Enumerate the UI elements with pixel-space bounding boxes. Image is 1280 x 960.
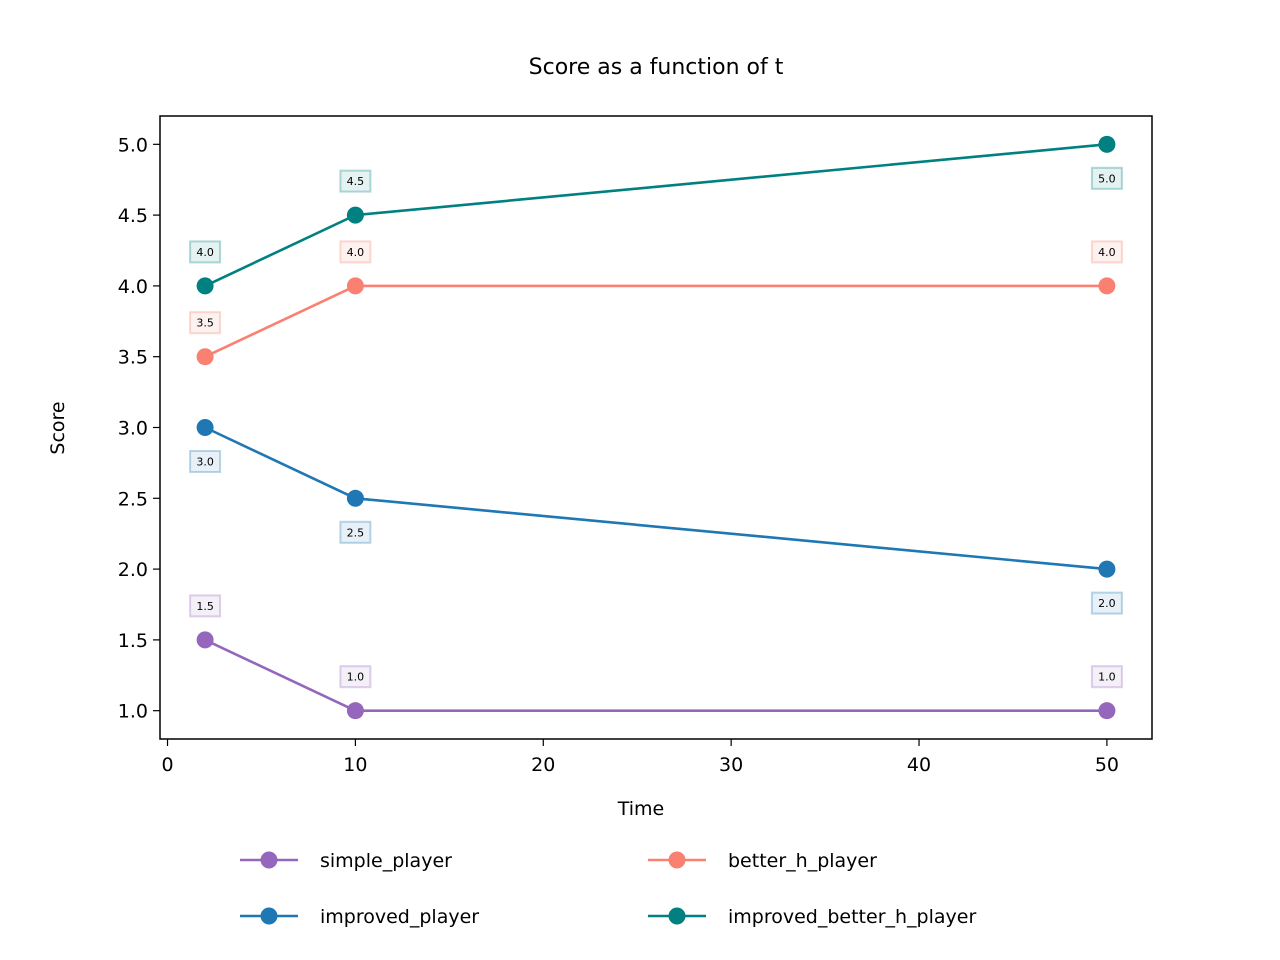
legend-marker — [668, 907, 686, 925]
y-axis: 1.0 1.5 2.0 2.5 3.0 3.5 4.0 4.5 5.0 — [118, 134, 160, 723]
data-label: 2.5 — [347, 526, 365, 539]
plot-area: 1.5 1.0 1.0 3.0 2.5 2.0 3.5 4.0 4.0 4.0 4.5 5.0 — [189, 135, 1123, 720]
y-tick-label: 3.5 — [118, 347, 148, 369]
series-line-better_h_player — [204, 284, 1107, 358]
y-axis-label: Score — [47, 401, 69, 454]
legend-label: improved_player — [320, 906, 479, 928]
data-point-better_h_player — [196, 348, 214, 366]
legend-label: simple_player — [320, 850, 452, 872]
data-label-box — [339, 520, 372, 544]
x-axis: 0 10 20 30 40 50 — [161, 739, 1119, 776]
legend-item-improved_player: improved_player — [240, 906, 479, 928]
legend-marker — [260, 907, 278, 925]
x-tick-label: 40 — [907, 754, 931, 776]
chart-title: Score as a function of t — [529, 55, 784, 80]
x-tick-label: 10 — [343, 754, 367, 776]
plot-frame — [159, 115, 1153, 740]
x-tick-label: 50 — [1095, 754, 1119, 776]
data-label: 2.0 — [1098, 597, 1116, 610]
data-label-box — [339, 665, 372, 689]
data-label-box — [339, 240, 372, 264]
legend-label: better_h_player — [728, 850, 877, 872]
data-point-better_h_player — [1098, 277, 1116, 295]
data-point-improved_better_h_player — [1098, 135, 1116, 153]
data-point-improved_better_h_player — [346, 206, 364, 224]
data-label-box — [339, 169, 372, 193]
y-tick-label: 4.0 — [118, 276, 148, 298]
data-point-simple_player — [346, 702, 364, 720]
data-label: 1.0 — [347, 671, 365, 684]
y-tick-label: 5.0 — [118, 134, 148, 156]
x-tick-label: 30 — [719, 754, 743, 776]
data-label-box — [1090, 240, 1123, 264]
data-label: 1.5 — [196, 600, 214, 613]
data-point-improved_player — [346, 489, 364, 507]
data-point-improved_player — [196, 419, 214, 436]
legend: simple_player improved_player better_h_pla… — [240, 850, 976, 928]
data-label: 4.0 — [1098, 246, 1116, 259]
legend-item-simple_player: simple_player — [240, 850, 452, 872]
data-label-box — [189, 450, 222, 473]
y-tick-label: 1.5 — [118, 630, 148, 652]
y-tick-label: 4.5 — [118, 205, 148, 227]
y-tick-label: 3.0 — [118, 418, 148, 440]
legend-item-improved_better_h_player: improved_better_h_player — [648, 906, 976, 928]
series-line-improved_better_h_player — [204, 143, 1108, 288]
legend-marker — [668, 851, 686, 869]
data-label: 4.0 — [196, 246, 214, 259]
data-label-box — [189, 240, 222, 264]
legend-marker — [260, 851, 278, 869]
legend-label: improved_better_h_player — [728, 906, 976, 928]
data-label-box — [1090, 591, 1123, 615]
data-label-box — [1090, 166, 1123, 190]
data-label: 3.5 — [196, 317, 214, 330]
data-point-simple_player — [1098, 702, 1116, 720]
data-point-better_h_player — [346, 277, 364, 295]
data-label-box — [189, 311, 222, 335]
data-label-box — [1090, 665, 1123, 689]
x-axis-label: Time — [617, 798, 665, 820]
data-label: 5.0 — [1098, 172, 1116, 185]
data-label: 1.0 — [1098, 671, 1116, 684]
data-label-box — [189, 594, 222, 618]
y-tick-label: 1.0 — [118, 701, 148, 723]
legend-item-better_h_player: better_h_player — [648, 850, 877, 872]
x-tick-label: 20 — [531, 754, 555, 776]
data-label: 4.0 — [347, 246, 365, 259]
data-label: 3.0 — [196, 456, 214, 469]
series-simple_player: 1.5 1.0 1.0 — [189, 594, 1123, 720]
series-improved_player: 3.0 2.5 2.0 — [189, 419, 1123, 615]
x-tick-label: 0 — [161, 754, 173, 776]
data-point-simple_player — [196, 631, 214, 649]
y-tick-label: 2.5 — [118, 488, 148, 510]
series-improved_better_h_player: 4.0 4.5 5.0 — [189, 135, 1123, 295]
data-label: 4.5 — [347, 175, 365, 188]
data-point-improved_better_h_player — [196, 277, 214, 295]
data-point-improved_player — [1098, 560, 1116, 578]
series-line-improved_player — [204, 426, 1108, 571]
series-better_h_player: 3.5 4.0 4.0 — [189, 240, 1123, 366]
y-tick-label: 2.0 — [118, 559, 148, 581]
